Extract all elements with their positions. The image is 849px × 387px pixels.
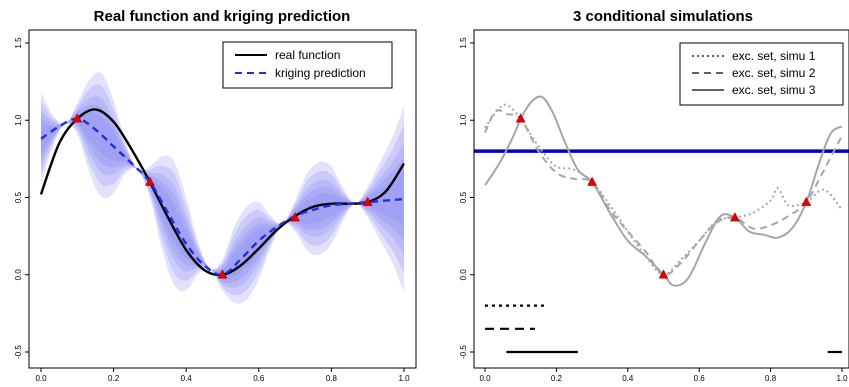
observation-point [217,269,228,279]
observation-point [144,176,155,186]
right-chart-legend: exc. set, simu 1 exc. set, simu 2 exc. set… [679,42,844,106]
series-line [484,103,843,276]
x-tick-label: 1.0 [836,374,848,383]
legend-box [222,41,393,89]
excursion-set-segments [485,304,842,354]
legend-box [679,42,844,106]
confidence-band [41,111,404,280]
observation-point [587,176,598,186]
y-tick-label: 1.0 [459,114,468,126]
x-tick-label: 0.6 [694,374,706,383]
y-tick-label: -0.5 [459,345,468,359]
legend-label: exc. set, simu 1 [732,49,816,63]
observation-point [658,269,669,279]
y-tick-label: 0.5 [459,191,468,203]
y-tick-label: 0.5 [14,191,23,203]
left-plot-frame [28,29,417,369]
x-tick-label: 0.2 [551,374,563,383]
left-observation-points [72,113,373,279]
observation-point [362,196,373,206]
legend-label: exc. set, simu 2 [732,66,816,80]
x-tick-label: 0.6 [253,374,265,383]
confidence-band [41,84,404,296]
right-observation-points [515,113,812,279]
observation-point [729,212,740,222]
x-tick-label: 1.0 [398,374,410,383]
legend-label: exc. set, simu 3 [732,83,816,97]
observation-point [801,196,812,206]
left-chart-title: Real function and kriging prediction [94,8,351,25]
left-chart-axes: 0.0 0.2 0.4 0.6 0.8 1.0 -0.5 0.0 0.5 1.0 1.5 [14,37,410,383]
x-tick-label: 0.0 [479,374,491,383]
legend-label: real function [275,48,340,62]
observation-point [290,212,301,222]
right-chart-title: 3 conditional simulations [573,8,753,25]
y-tick-label: 1.5 [459,37,468,49]
left-chart-panel: Real function and kriging prediction 0.0… [14,8,417,383]
right-chart-lines [474,95,849,287]
x-tick-label: 0.4 [181,374,193,383]
x-tick-label: 0.8 [765,374,777,383]
series-line [484,95,843,287]
y-tick-label: -0.5 [14,345,23,359]
y-tick-label: 1.5 [14,37,23,49]
observation-point [515,113,526,123]
x-tick-label: 0.4 [622,374,634,383]
left-confidence-bands [41,72,404,304]
x-tick-label: 0.8 [326,374,338,383]
y-tick-label: 0.0 [459,269,468,281]
right-chart-axes: 0.0 0.2 0.4 0.6 0.8 1.0 -0.5 0.0 0.5 1.0 1.5 [459,37,848,383]
series-line [484,108,843,276]
x-tick-label: 0.2 [108,374,120,383]
y-tick-label: 0.0 [14,269,23,281]
y-tick-label: 1.0 [14,114,23,126]
observation-point [72,113,83,123]
confidence-band [41,72,404,304]
legend-label: kriging prediction [275,66,366,80]
x-tick-label: 0.0 [35,374,47,383]
right-plot-frame [473,29,849,369]
left-chart-legend: real function kriging prediction [222,41,393,89]
right-chart-panel: 3 conditional simulations 0.0 0.2 0.4 0.6 0.… [459,8,849,383]
